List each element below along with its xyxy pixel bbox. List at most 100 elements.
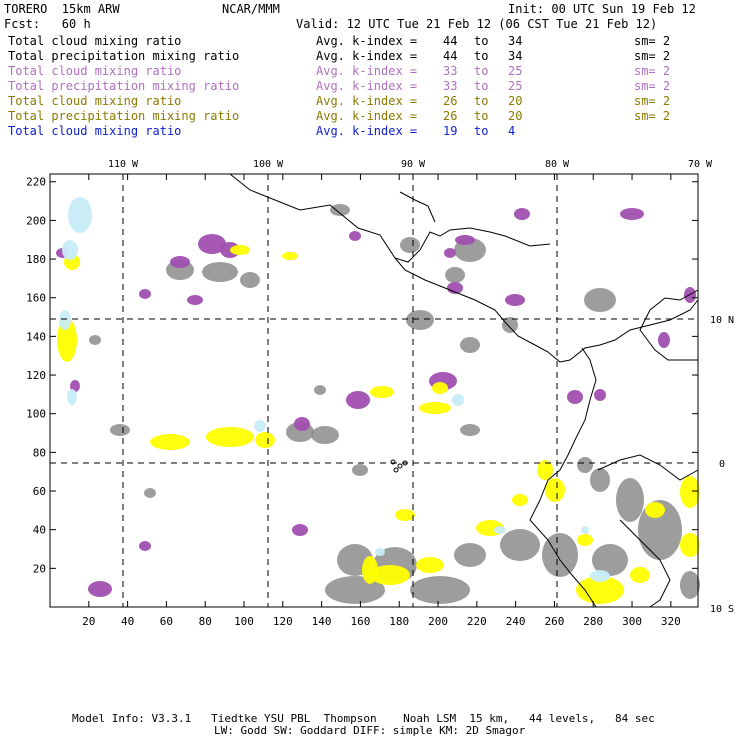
yellow-cloud-area [576, 576, 624, 604]
legend-hi: 26 [443, 94, 458, 108]
yellow-cloud-area [255, 432, 275, 448]
longitude-label: 110 W [108, 159, 139, 170]
x-tick-label: 160 [350, 615, 370, 628]
legend-field: Total cloud mixing ratio [8, 34, 182, 48]
yellow-cloud-area [680, 533, 700, 557]
y-tick-label: 40 [33, 524, 46, 537]
legend-stat: Avg. k-index = [316, 49, 418, 63]
gray-cloud-area [592, 544, 628, 576]
purple-cloud-area [620, 208, 644, 220]
legend-row: Total cloud mixing ratio Avg. k-index = 44… [8, 34, 738, 49]
coastline [229, 173, 551, 263]
gray-cloud-area [502, 317, 518, 333]
legend-to: to [474, 64, 489, 78]
legend-stat: Avg. k-index = [316, 34, 418, 48]
longitude-label: 80 W [545, 159, 570, 170]
yellow-cloud-area [419, 402, 451, 414]
legend-field: Total precipitation mixing ratio [8, 79, 240, 93]
lightblue-cloud-area [254, 420, 266, 432]
legend-hi: 33 [443, 64, 458, 78]
legend-field: Total precipitation mixing ratio [8, 109, 240, 123]
longitude-label: 90 W [401, 159, 426, 170]
legend-lo: 20 [508, 109, 523, 123]
island [393, 467, 399, 473]
yellow-cloud-area [150, 434, 190, 450]
legend-hi: 44 [443, 49, 458, 63]
y-tick-label: 100 [26, 408, 46, 421]
lightblue-cloud-area [581, 526, 589, 534]
gray-cloud-area [445, 267, 465, 283]
gray-cloud-area [577, 457, 593, 473]
x-tick-label: 320 [661, 615, 681, 628]
x-tick-label: 240 [506, 615, 526, 628]
coastline [399, 191, 436, 223]
latitude-label: 10 N [710, 315, 734, 326]
y-tick-label: 60 [33, 485, 46, 498]
legend-stat: Avg. k-index = [316, 94, 418, 108]
purple-cloud-area [514, 208, 530, 220]
y-tick-label: 180 [26, 253, 46, 266]
legend-sm: sm= 2 [634, 79, 671, 93]
legend-lo: 25 [508, 79, 523, 93]
y-tick-label: 120 [26, 369, 46, 382]
purple-cloud-area [198, 234, 226, 254]
yellow-cloud-area [395, 509, 415, 521]
lightblue-cloud-area [590, 570, 610, 582]
cloud-fields-layer [56, 197, 700, 604]
x-tick-label: 260 [544, 615, 564, 628]
legend-lo: 34 [508, 49, 523, 63]
gray-cloud-area [406, 310, 434, 330]
model-info-line-2: LW: Godd SW: Goddard DIFF: simple KM: 2D… [214, 724, 526, 737]
legend-to: to [474, 124, 489, 138]
legend-row: Total precipitation mixing ratio Avg. k-i… [8, 49, 738, 64]
coastline-layer [229, 173, 699, 608]
legend-row: Total precipitation mixing ratio Avg. k-i… [8, 79, 738, 94]
yellow-cloud-area [680, 476, 700, 508]
coastline [639, 289, 699, 361]
legend-field: Total cloud mixing ratio [8, 64, 182, 78]
purple-cloud-area [567, 390, 583, 404]
yellow-cloud-area [230, 245, 250, 255]
purple-cloud-area [187, 295, 203, 305]
model-title: TORERO 15km ARW [4, 2, 120, 16]
legend-row: Total precipitation mixing ratio Avg. k-i… [8, 109, 738, 124]
y-tick-label: 220 [26, 176, 46, 189]
yellow-cloud-area [645, 502, 665, 518]
x-tick-label: 120 [273, 615, 293, 628]
gray-cloud-area [410, 576, 470, 604]
legend-sm: sm= 2 [634, 34, 671, 48]
yellow-cloud-area [370, 565, 410, 585]
latitude-label: 10 S [710, 604, 734, 615]
purple-cloud-area [658, 332, 670, 348]
lightblue-cloud-area [59, 310, 71, 330]
yellow-cloud-area [545, 478, 565, 502]
y-tick-label: 160 [26, 292, 46, 305]
yellow-cloud-area [577, 534, 593, 546]
lightblue-cloud-area [62, 240, 78, 260]
model-info-line-1: Model Info: V3.3.1 Tiedtke YSU PBL Thomp… [72, 712, 655, 725]
legend-to: to [474, 49, 489, 63]
init-time: Init: 00 UTC Sun 19 Feb 12 [508, 2, 696, 16]
purple-cloud-area [455, 235, 475, 245]
gray-cloud-area [616, 478, 644, 522]
legend-field: Total cloud mixing ratio [8, 94, 182, 108]
gray-cloud-area [460, 424, 480, 436]
legend-stat: Avg. k-index = [316, 124, 418, 138]
gray-cloud-area [352, 464, 368, 476]
purple-cloud-area [447, 282, 463, 294]
yellow-cloud-area [282, 252, 298, 260]
valid-time: Valid: 12 UTC Tue 21 Feb 12 (06 CST Tue … [296, 17, 658, 31]
gray-cloud-area [110, 424, 130, 436]
legend-lo: 25 [508, 64, 523, 78]
legend-field: Total cloud mixing ratio [8, 124, 182, 138]
longitude-label: 70 W [688, 159, 713, 170]
coastline [619, 519, 671, 608]
forecast-hour: Fcst: 60 h [4, 17, 91, 31]
lightblue-cloud-area [375, 548, 385, 556]
x-tick-label: 280 [583, 615, 603, 628]
legend-hi: 26 [443, 109, 458, 123]
gray-cloud-area [144, 488, 156, 498]
purple-cloud-area [292, 524, 308, 536]
legend-hi: 44 [443, 34, 458, 48]
